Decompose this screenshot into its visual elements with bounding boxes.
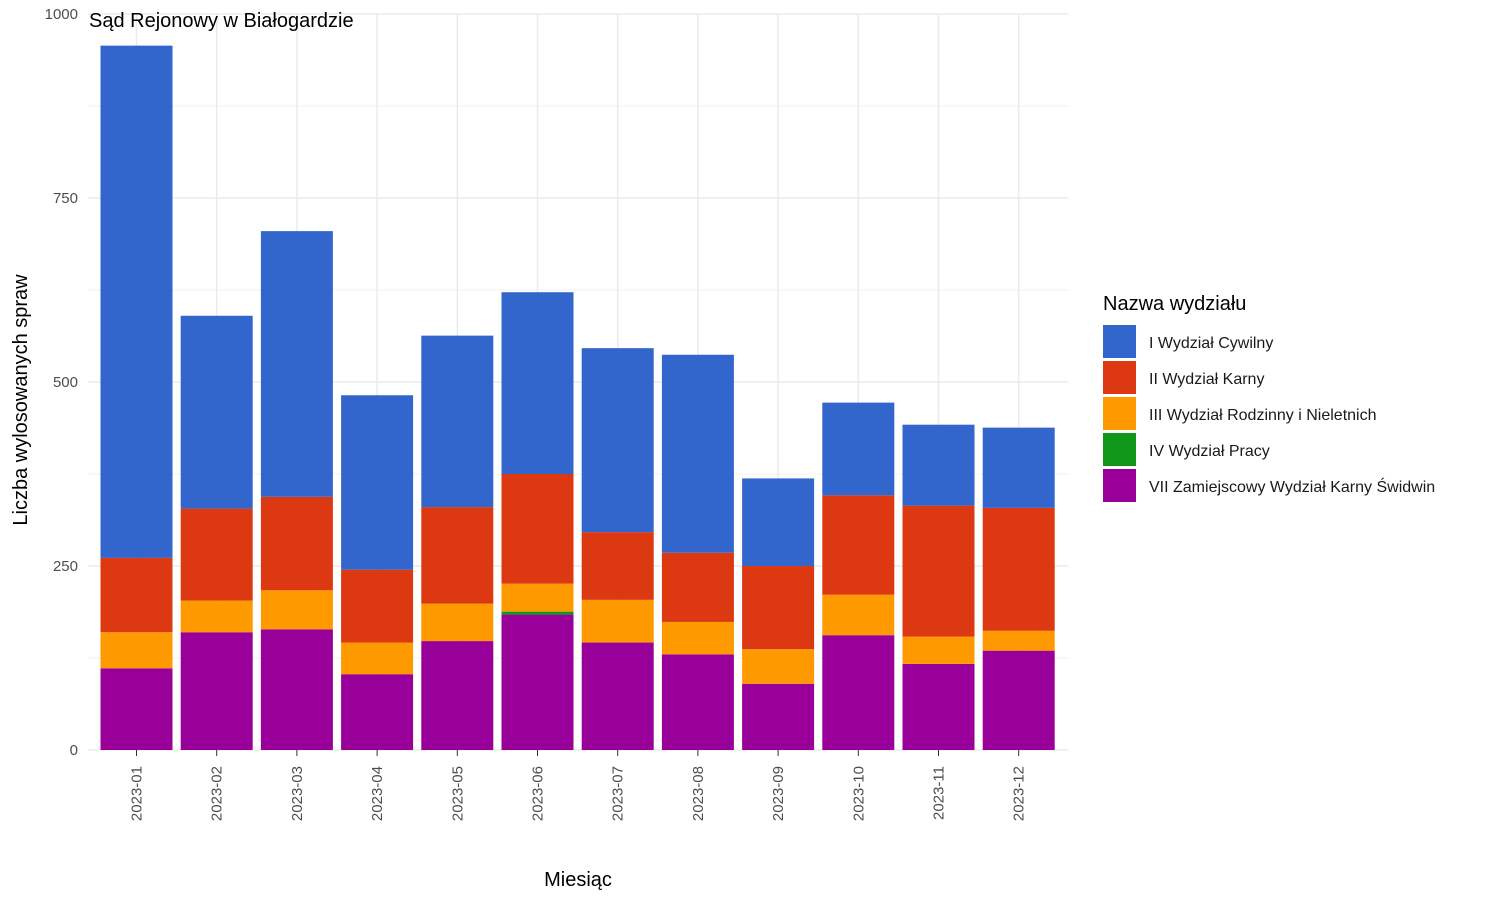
bar-segment (661, 552, 734, 622)
bar-segment (742, 683, 815, 750)
x-tick-label: 2023-03 (289, 766, 306, 821)
bar-segment (661, 354, 734, 553)
bar-segment (982, 650, 1055, 750)
x-axis-ticks: 2023-01 2023-02 2023-03 2023-04 2023-05 2023-… (129, 750, 1028, 821)
bar-segment (260, 629, 333, 750)
bar-segment (581, 348, 654, 533)
legend-swatch (1103, 469, 1136, 502)
y-tick-label: 500 (53, 374, 78, 391)
x-tick-label: 2023-10 (850, 766, 867, 821)
bar-segment (421, 641, 494, 750)
bar-segment (501, 614, 574, 750)
x-tick-label: 2023-04 (369, 766, 386, 821)
bar-segment (742, 649, 815, 684)
x-tick-label: 2023-11 (931, 766, 948, 820)
bar-segment (902, 424, 975, 506)
bar-segment (581, 599, 654, 643)
bar-segment (260, 231, 333, 497)
bar-segment (341, 569, 414, 643)
y-tick-label: 750 (53, 190, 78, 207)
x-tick-label: 2023-08 (690, 766, 707, 821)
bar-segment (341, 674, 414, 750)
bar-segment (742, 566, 815, 650)
bar-segment (822, 402, 895, 496)
bar-segment (982, 507, 1055, 631)
bar-segment (100, 668, 173, 750)
bar-segment (341, 395, 414, 570)
y-axis-ticks: 0 250 500 750 1000 (45, 6, 78, 759)
legend-swatch (1103, 397, 1136, 430)
legend-label: IV Wydział Pracy (1149, 443, 1270, 460)
bar-segment (180, 632, 253, 750)
bar-segment (902, 636, 975, 664)
bar-segment (822, 635, 895, 750)
y-tick-label: 1000 (45, 6, 78, 23)
bar-segment (822, 495, 895, 595)
legend-items: I Wydział Cywilny II Wydział Karny III Wyd… (1103, 325, 1435, 502)
bar-segment (180, 600, 253, 633)
legend-swatch (1103, 433, 1136, 466)
legend: Nazwa wydziału I Wydział Cywilny II Wydzi… (1103, 293, 1435, 502)
bar-segment (982, 427, 1055, 508)
x-tick-label: 2023-12 (1011, 766, 1028, 821)
legend-swatch (1103, 361, 1136, 394)
bar-segment (180, 508, 253, 601)
y-tick-label: 250 (53, 558, 78, 575)
bar-segment (260, 590, 333, 630)
y-tick-label: 0 (70, 742, 78, 759)
legend-label: I Wydział Cywilny (1149, 335, 1273, 352)
legend-label: III Wydział Rodzinny i Nieletnich (1149, 407, 1377, 424)
bars (100, 45, 1055, 750)
bar-segment (501, 583, 574, 612)
x-tick-label: 2023-01 (129, 766, 146, 821)
bar-segment (581, 642, 654, 750)
bar-segment (902, 663, 975, 750)
bar-segment (822, 594, 895, 636)
x-tick-label: 2023-07 (610, 766, 627, 821)
bar-segment (661, 654, 734, 750)
bar-segment (501, 611, 574, 615)
bar-segment (260, 496, 333, 591)
legend-title: Nazwa wydziału (1103, 293, 1246, 315)
y-axis-title: Liczba wylosowanych spraw (10, 274, 32, 526)
x-tick-label: 2023-06 (530, 766, 547, 821)
bar-segment (982, 630, 1055, 651)
x-tick-label: 2023-02 (209, 766, 226, 821)
bar-segment (661, 621, 734, 655)
bar-segment (180, 315, 253, 509)
bar-segment (501, 474, 574, 584)
legend-label: II Wydział Karny (1149, 371, 1264, 388)
bar-segment (341, 642, 414, 675)
bar-segment (421, 335, 494, 508)
x-tick-label: 2023-05 (449, 766, 466, 821)
bar-segment (581, 532, 654, 600)
bar-segment (100, 557, 173, 633)
chart-title: Sąd Rejonowy w Białogardzie (89, 10, 354, 32)
bar-segment (421, 507, 494, 604)
legend-label: VII Zamiejscowy Wydział Karny Świdwin (1149, 477, 1435, 496)
x-tick-label: 2023-09 (770, 766, 787, 821)
bar-segment (100, 45, 173, 558)
bar-segment (902, 505, 975, 637)
bar-segment (501, 292, 574, 474)
x-axis-title: Miesiąc (544, 869, 612, 891)
bar-segment (100, 632, 173, 669)
legend-swatch (1103, 325, 1136, 358)
bar-segment (421, 603, 494, 642)
bar-segment (742, 478, 815, 566)
